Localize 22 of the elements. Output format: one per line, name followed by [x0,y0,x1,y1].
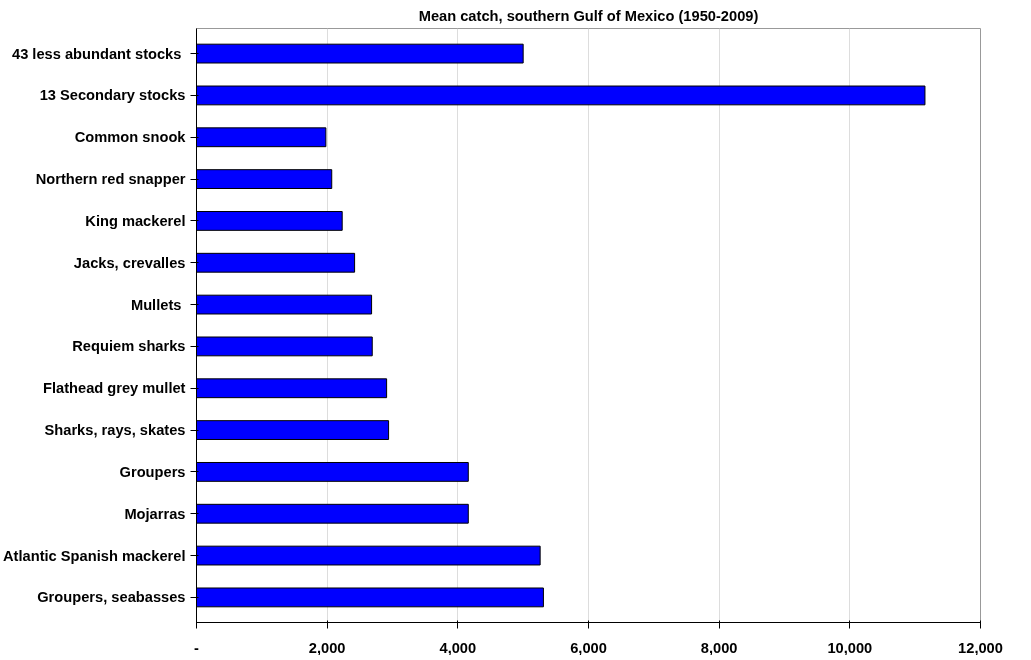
x-tick-label: 2,000 [308,639,346,656]
y-tick-label: Common snook [74,129,187,146]
x-tick-label: 8,000 [700,639,738,656]
y-tick-label: Mullets [130,296,182,313]
x-tick-label: 6,000 [570,639,607,656]
y-tick-label: Mojarras [124,505,186,522]
y-tick-label: Flathead grey mullet [42,380,186,397]
y-tick-label: Northern red snapper [35,171,186,188]
x-tick-label: - [194,639,200,656]
y-tick-label: 13 Secondary stocks [39,87,186,104]
y-tick-label: King mackerel [85,212,186,229]
x-tick-label: 4,000 [439,639,477,656]
y-tick-label: Requiem sharks [72,338,186,355]
y-tick-label: Jacks, crevalles [73,254,186,271]
y-tick-label: Groupers [119,463,186,480]
y-tick-label: Groupers, seabasses [37,589,186,606]
y-tick-label: 43 less abundant stocks [12,45,182,62]
y-tick-label: Sharks, rays, skates [44,422,186,439]
chart-title: Mean catch, southern Gulf of Mexico (1950-2009) [418,7,759,24]
x-tick-label: 12,000 [958,639,1003,656]
x-tick-label: 10,000 [827,639,873,656]
y-tick-label: Atlantic Spanish mackerel [3,547,186,564]
